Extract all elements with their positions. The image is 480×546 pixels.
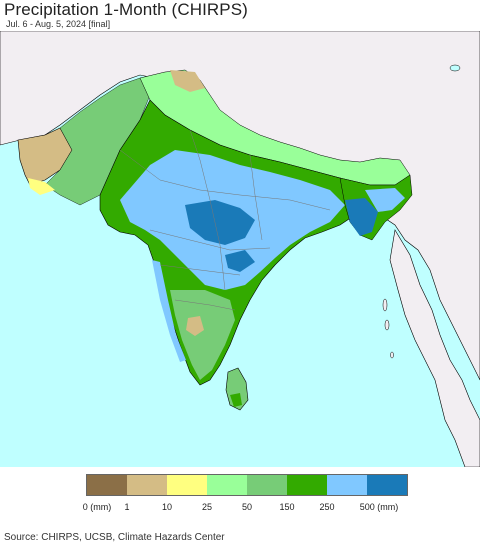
southeast-asia-land [389, 229, 480, 467]
south-dry-patch [186, 316, 204, 336]
wet-core-dark-2 [225, 250, 255, 272]
bangladesh-wet [345, 198, 378, 236]
legend-swatch-3 [207, 475, 247, 495]
legend-label-3: 25 [201, 502, 213, 512]
state-borders [119, 129, 331, 311]
source-credit: Source: CHIRPS, UCSB, Climate Hazards Ce… [4, 532, 225, 543]
legend-colorbar [86, 474, 408, 496]
map-title: Precipitation 1-Month (CHIRPS) [4, 0, 248, 19]
legend-label-0: 0 (mm) [82, 502, 112, 512]
wet-core-dark [185, 200, 255, 245]
south-peninsula [170, 290, 235, 380]
legend-label-6: 250 [319, 502, 335, 512]
legend-label-7: 500 (mm) [359, 502, 399, 512]
legend-swatch-1 [127, 475, 167, 495]
andaman-islands [382, 298, 394, 359]
legend-swatch-2 [167, 475, 207, 495]
legend-swatch-0 [87, 475, 127, 495]
pakistan-region [17, 127, 73, 186]
map-subtitle: Jul. 6 - Aug. 5, 2024 [final] [6, 19, 111, 29]
legend-labels: 0 (mm) 1 10 25 50 150 250 500 (mm) [0, 502, 480, 516]
legend-label-1: 1 [124, 502, 130, 512]
legend-swatch-6 [327, 475, 367, 495]
legend-label-4: 50 [241, 502, 253, 512]
western-ghats [152, 260, 186, 362]
legend-swatch-4 [247, 475, 287, 495]
pakistan-dry-coast [28, 178, 55, 195]
precipitation-map [0, 31, 480, 467]
legend-swatch-5 [287, 475, 327, 495]
himalaya-peaks [170, 70, 205, 92]
sri-lanka-wet [230, 393, 242, 407]
legend-label-5: 150 [279, 502, 295, 512]
legend-swatch-7 [367, 475, 407, 495]
northeast-wet [365, 188, 405, 212]
lake [449, 64, 461, 72]
legend-label-2: 10 [161, 502, 173, 512]
